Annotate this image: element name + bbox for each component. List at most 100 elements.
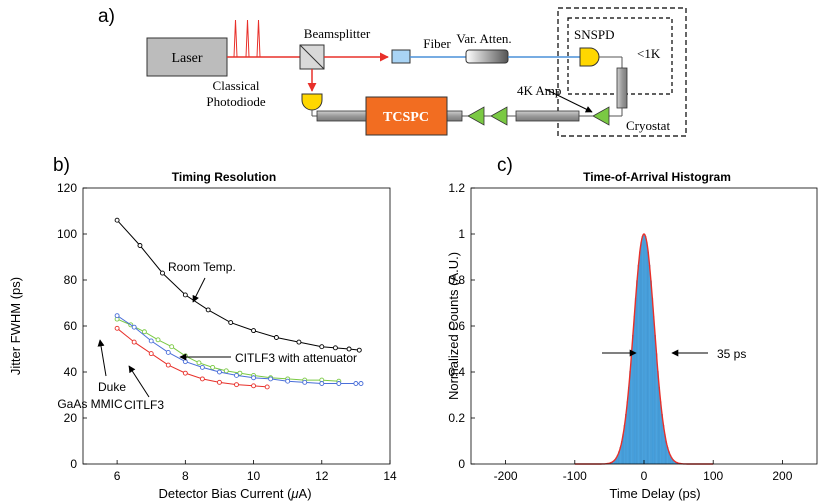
variable-attenuator (465, 49, 509, 64)
histogram-bar (645, 242, 648, 465)
timing-y-tick-label: 120 (57, 181, 77, 195)
data-point-citlf3 (131, 339, 137, 345)
series-line-duke-gaas-mmic (116, 315, 361, 384)
histogram-y-tick-label: 0.2 (448, 411, 465, 425)
histogram-bar (655, 353, 658, 465)
beamsplitter-label: Beamsplitter (304, 26, 371, 41)
histogram-y-axis-label: Normalized Counts (A.U.) (446, 252, 461, 400)
data-point-citlf3-with-attenuator (196, 360, 202, 366)
chain-cable-2 (446, 110, 463, 122)
tcspc-box (365, 96, 448, 136)
attenuator-label: Var. Atten. (456, 31, 511, 46)
cryostat-label: Cryostat (626, 118, 670, 133)
beamsplitter-cube (299, 44, 325, 70)
histogram-y-tick-label: 1 (458, 227, 465, 241)
data-point-duke-gaas-mmic (199, 364, 205, 370)
histogram-y-tick-label: 0.6 (448, 319, 465, 333)
data-point-duke-gaas-mmic (234, 373, 239, 378)
timing-y-axis-label: Jitter FWHM (ps) (8, 277, 23, 375)
data-point-citlf3 (148, 351, 154, 357)
pointer-citlf3 (128, 365, 150, 398)
data-point-room-temp- (205, 307, 211, 313)
timing-x-tick-label: 12 (315, 469, 329, 483)
data-point-citlf3-with-attenuator (210, 364, 216, 370)
timing-y-tick-label: 60 (64, 319, 78, 333)
data-point-room-temp- (251, 328, 257, 334)
data-point-duke-gaas-mmic (148, 338, 154, 344)
fiber-label: Fiber (423, 36, 451, 51)
histogram-x-axis-label: Time Delay (ps) (609, 486, 700, 501)
amp-4k-label: 4K Amp (517, 83, 561, 98)
data-point-room-temp- (182, 292, 188, 298)
data-point-duke-gaas-mmic (131, 324, 137, 330)
histogram-bar (651, 297, 654, 465)
data-point-duke-gaas-mmic (302, 379, 308, 385)
pointer-duke (97, 339, 107, 377)
chain-cable-1 (515, 110, 580, 122)
histogram-x-tick-label: 100 (703, 469, 723, 483)
histogram-y-tick-label: 0 (458, 457, 465, 471)
data-point-room-temp- (228, 320, 234, 325)
laser-label: Laser (171, 51, 202, 66)
data-point-duke-gaas-mmic (358, 381, 364, 386)
histogram-bar (643, 233, 645, 465)
cryostat-boundary (557, 7, 687, 137)
chart-title-timing: Timing Resolution (172, 170, 276, 184)
histogram-y-tick-label: 0.8 (448, 273, 465, 287)
data-point-duke-gaas-mmic (251, 375, 257, 381)
series-line-citlf3-with-attenuator (116, 318, 339, 382)
histogram-bar (634, 297, 637, 465)
amp-room-temp-2 (467, 106, 485, 126)
series-line-citlf3 (116, 327, 268, 388)
histogram-x-tick-label: -100 (563, 469, 587, 483)
temperature-label: <1K (637, 46, 661, 61)
panel-label-a: a) (98, 6, 115, 27)
histogram-bar (652, 316, 655, 465)
data-point-citlf3-with-attenuator (237, 370, 243, 376)
histogram-bar (641, 235, 644, 465)
data-point-room-temp- (114, 217, 120, 223)
snspd-detector (579, 47, 600, 67)
timing-x-tick-label: 8 (182, 469, 189, 483)
data-point-room-temp- (273, 335, 279, 340)
fiber-coupler (391, 49, 411, 64)
data-point-duke-gaas-mmic (216, 369, 222, 375)
histogram-bar (633, 316, 636, 465)
experimental-setup-diagram: a) Laser Beamsplitter Fiber Var. Atten. … (98, 6, 687, 137)
pointer-room-temp (192, 277, 206, 303)
histogram-bar (632, 335, 634, 465)
data-point-duke-gaas-mmic (182, 359, 188, 365)
data-point-citlf3-with-attenuator (223, 368, 229, 374)
timing-y-tick-label: 0 (70, 457, 77, 471)
data-point-duke-gaas-mmic (268, 376, 274, 382)
data-point-citlf3 (165, 362, 171, 368)
data-point-citlf3 (234, 382, 239, 388)
data-point-room-temp- (319, 344, 325, 350)
amp-4k-pointer (544, 88, 593, 113)
histogram-bar (654, 335, 656, 465)
data-point-citlf3-with-attenuator (169, 344, 175, 350)
photodiode-label-1: Classical (213, 78, 260, 93)
annotation-duke-2: GaAs MMIC (57, 397, 123, 411)
laser-pulses (232, 19, 270, 58)
cryo-cable (616, 67, 628, 109)
histogram-bar (644, 235, 647, 465)
timing-y-tick-label: 20 (64, 411, 78, 425)
data-point-room-temp- (160, 270, 165, 276)
data-point-citlf3 (182, 370, 188, 376)
timing-x-tick-label: 6 (114, 469, 121, 483)
tcspc-label: TCSPC (383, 110, 429, 125)
data-point-room-temp- (356, 347, 362, 353)
data-point-citlf3-with-attenuator (155, 337, 161, 343)
timing-y-tick-label: 100 (57, 227, 77, 241)
histogram-bar (637, 264, 640, 465)
histogram-y-tick-label: 1.2 (448, 181, 465, 195)
laser-box (146, 37, 228, 77)
timing-resolution-chart: b) Timing Resolution 6 8 10 12 14 0 20 40 60 80 10… (8, 155, 397, 501)
data-point-duke-gaas-mmic (114, 313, 120, 319)
photodiode-label-2: Photodiode (206, 94, 265, 109)
amp-room-temp-1 (490, 106, 508, 126)
histogram-bar (650, 280, 652, 465)
histogram-bar (647, 251, 649, 465)
